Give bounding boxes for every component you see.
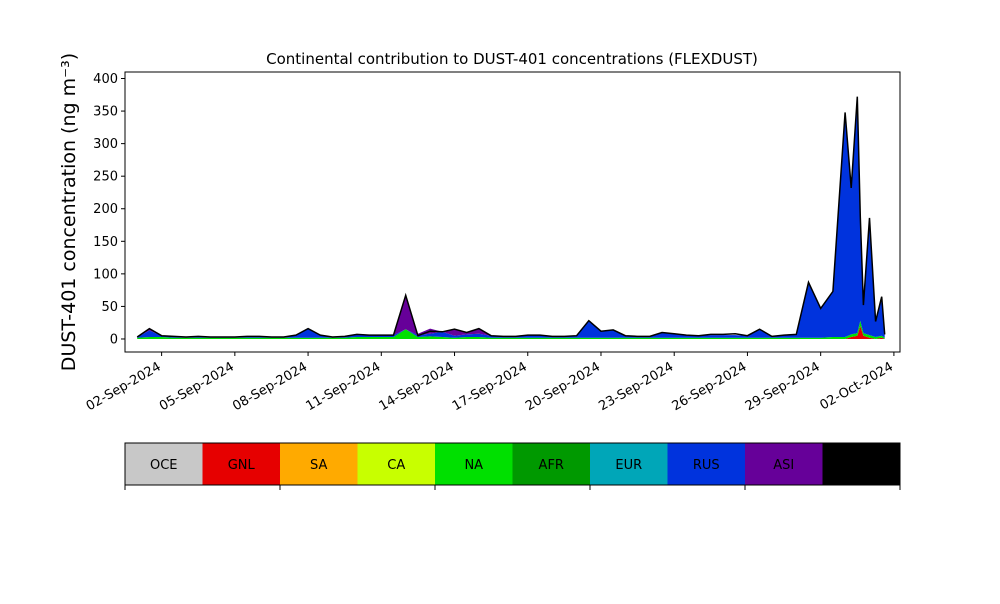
x-tick-label: 26-Sep-2024 (670, 359, 750, 414)
total-line (136, 96, 886, 338)
x-tick-label: 23-Sep-2024 (596, 359, 676, 414)
x-tick-label: 29-Sep-2024 (743, 359, 823, 414)
legend-swatch-gnl (202, 443, 280, 485)
x-tick-label: 02-Oct-2024 (818, 359, 896, 413)
legend-label-eur: EUR (615, 458, 642, 473)
y-tick-label: 50 (101, 300, 118, 315)
legend-swatch-na (435, 443, 513, 485)
area-eur (137, 320, 885, 338)
legend-label-asi: ASI (773, 458, 794, 473)
legend-label-aus: AUS (848, 458, 875, 473)
y-tick-label: 150 (93, 235, 118, 250)
legend-label-gnl: GNL (228, 458, 256, 473)
legend-label-sa: SA (310, 458, 327, 473)
legend-frame (124, 442, 901, 486)
y-tick-label: 0 (110, 332, 118, 347)
legend-swatch-rus (667, 443, 745, 485)
legend-swatch-aus (822, 443, 900, 485)
x-tick-label: 08-Sep-2024 (230, 359, 310, 414)
y-tick-label: 200 (93, 202, 118, 217)
x-tick-label: 20-Sep-2024 (523, 359, 603, 414)
x-tick-label: 02-Sep-2024 (84, 359, 164, 414)
legend-colorbar: OCE GNL SA CA NA AFR EUR RUS ASI AUS (124, 442, 901, 490)
area-asi (137, 96, 885, 337)
legend-swatch-eur (590, 443, 668, 485)
legend-swatch-afr (512, 443, 590, 485)
y-axis-label: DUST-401 concentration (ng m⁻³) (58, 53, 80, 371)
x-tick-label: 11-Sep-2024 (303, 359, 383, 414)
x-tick-label: 17-Sep-2024 (450, 359, 530, 414)
y-tick-label: 100 (93, 267, 118, 282)
x-tick-label: 05-Sep-2024 (157, 359, 237, 414)
plot-frame (124, 71, 901, 353)
area-afr (137, 320, 885, 338)
x-tick-label: 14-Sep-2024 (377, 359, 457, 414)
legend-swatch-asi (745, 443, 823, 485)
legend-swatch-oce (125, 443, 203, 485)
legend-swatch-ca (357, 443, 435, 485)
area-aus (137, 96, 885, 337)
legend-label-afr: AFR (539, 458, 564, 473)
legend-swatch-sa (280, 443, 358, 485)
y-tick-label: 300 (93, 137, 118, 152)
y-tick-label: 400 (93, 72, 118, 87)
legend-label-rus: RUS (693, 458, 720, 473)
stacked-areas (136, 96, 886, 339)
axes: 0 50 100 150 200 250 300 350 400 02-Sep-202405-Se… (84, 71, 901, 414)
chart-title: Continental contribution to DUST-401 con… (266, 50, 758, 68)
y-tick-label: 350 (93, 105, 118, 120)
area-rus (137, 96, 885, 338)
legend-label-na: NA (464, 458, 483, 473)
legend-label-oce: OCE (150, 458, 178, 473)
y-tick-label: 250 (93, 170, 118, 185)
legend-label-ca: CA (387, 458, 405, 473)
